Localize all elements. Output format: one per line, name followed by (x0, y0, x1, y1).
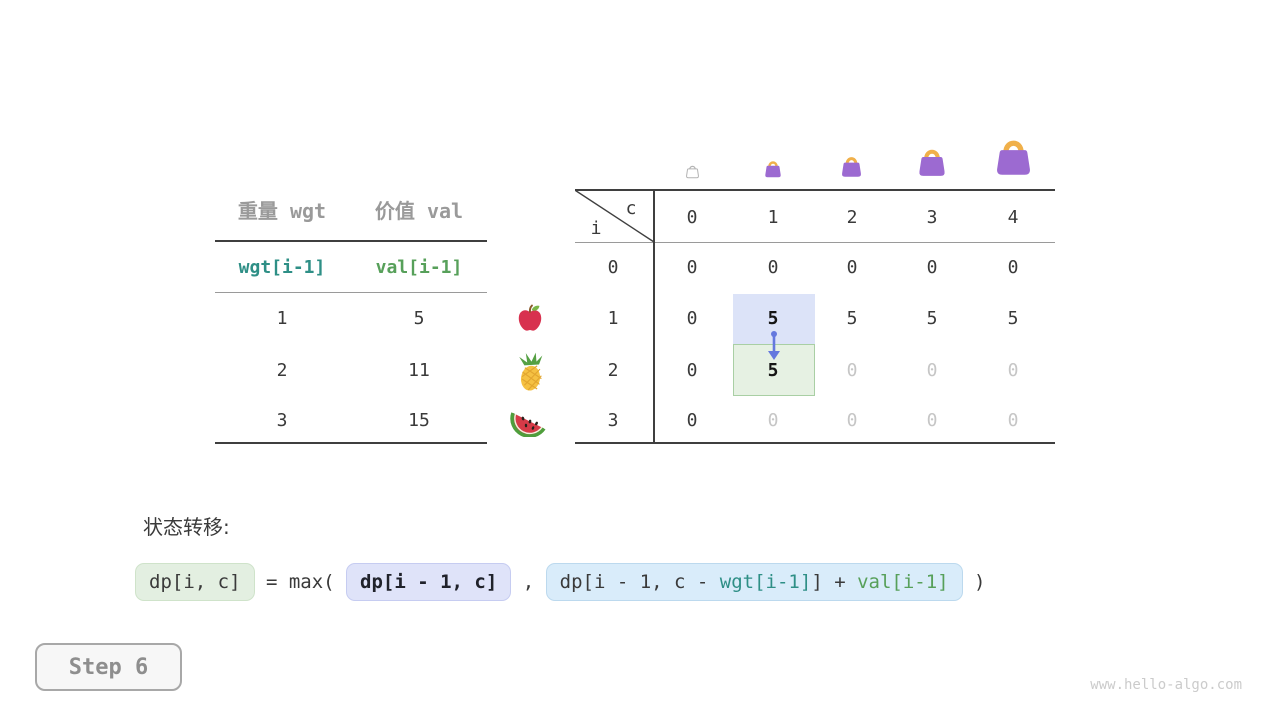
dp-col-header-1: 1 (767, 207, 779, 228)
formula-lhs-pill: dp[i, c] (135, 563, 255, 601)
dp-cell-3-2: 0 (846, 410, 858, 431)
item-table-mid-rule (215, 292, 487, 293)
dp-row-label-1: 1 (607, 308, 619, 329)
dp-cell-2-2: 0 (846, 360, 858, 381)
dp-col-header-2: 2 (846, 207, 858, 228)
formula-arg2-val: val[i-1] (857, 571, 949, 593)
state-transition-formula: dp[i, c] = max( dp[i - 1, c] , dp[i - 1,… (135, 562, 985, 602)
dp-cell-3-3: 0 (926, 410, 938, 431)
item-weight-2: 2 (276, 360, 288, 381)
dp-cell-1-2: 5 (846, 308, 858, 329)
item-value-3: 15 (408, 410, 430, 431)
dp-col-header-4: 4 (1007, 207, 1019, 228)
bag-size-4-icon (997, 140, 1030, 175)
pineapple-icon (519, 352, 543, 391)
dp-row-label-3: 3 (607, 410, 619, 431)
dp-table-bottom-rule (575, 442, 1055, 444)
bag-size-2-icon (842, 157, 861, 177)
dp-cell-2-1: 5 (767, 360, 779, 381)
bag-size-3-icon (919, 149, 945, 176)
formula-arg2-prefix: dp[i - 1, c - (559, 571, 720, 593)
dp-cell-3-1: 0 (767, 410, 779, 431)
dp-cell-1-1: 5 (767, 308, 779, 329)
dp-row-label-2: 2 (607, 360, 619, 381)
dp-corner-row-var: i (590, 218, 602, 239)
step-badge: Step 6 (35, 643, 182, 691)
item-weight-1: 1 (276, 308, 288, 329)
item-table-wgt-index: wgt[i-1] (238, 257, 326, 278)
formula-eq-max: = max( (254, 571, 347, 593)
dp-cell-0-3: 0 (926, 257, 938, 278)
dp-table-top-rule (575, 189, 1055, 191)
transition-arrow-icon (768, 331, 780, 360)
dp-corner-diagonal (575, 190, 655, 243)
formula-comma: , (511, 571, 546, 593)
formula-close-paren: ) (962, 571, 986, 593)
dp-cell-0-0: 0 (686, 257, 698, 278)
item-table-val-index: val[i-1] (375, 257, 463, 278)
dp-corner-col-var: c (625, 198, 637, 219)
dp-cell-0-2: 0 (846, 257, 858, 278)
formula-arg2-pill: dp[i - 1, c - wgt[i-1]] + val[i-1] (545, 563, 963, 601)
dp-row-label-0: 0 (607, 257, 619, 278)
formula-arg2-wgt: wgt[i-1] (719, 571, 812, 593)
dp-cell-3-4: 0 (1007, 410, 1019, 431)
dp-cell-2-3: 0 (926, 360, 938, 381)
dp-cell-2-0: 0 (686, 360, 698, 381)
item-value-1: 5 (413, 308, 425, 329)
dp-cell-2-4: 0 (1007, 360, 1019, 381)
dp-cell-1-3: 5 (926, 308, 938, 329)
apple-icon (518, 304, 542, 331)
state-transition-label: 状态转移: (143, 515, 230, 539)
dp-cell-0-1: 0 (767, 257, 779, 278)
item-table-bottom-rule (215, 442, 487, 444)
dp-table-vertical-rule (653, 189, 655, 443)
watermelon-icon (510, 412, 546, 437)
item-table-header-weight: 重量 wgt (237, 199, 327, 223)
bag-size-1-icon (765, 161, 781, 178)
formula-arg2-mid: ] + (811, 571, 858, 593)
item-weight-3: 3 (276, 410, 288, 431)
dp-cell-3-0: 0 (686, 410, 698, 431)
bag-size-0-icon (686, 165, 699, 179)
formula-arg1-pill: dp[i - 1, c] (346, 563, 512, 601)
item-value-2: 11 (408, 360, 430, 381)
dp-table-header-rule (575, 242, 1055, 243)
dp-col-header-0: 0 (686, 207, 698, 228)
dp-col-header-3: 3 (926, 207, 938, 228)
watermark: www.hello-algo.com (1090, 677, 1242, 693)
dp-cell-1-0: 0 (686, 308, 698, 329)
dp-cell-highlight-target (733, 344, 815, 396)
dp-cell-1-4: 5 (1007, 308, 1019, 329)
item-table-header-value: 价值 val (374, 199, 464, 223)
item-table-top-rule (215, 240, 487, 242)
dp-cell-0-4: 0 (1007, 257, 1019, 278)
